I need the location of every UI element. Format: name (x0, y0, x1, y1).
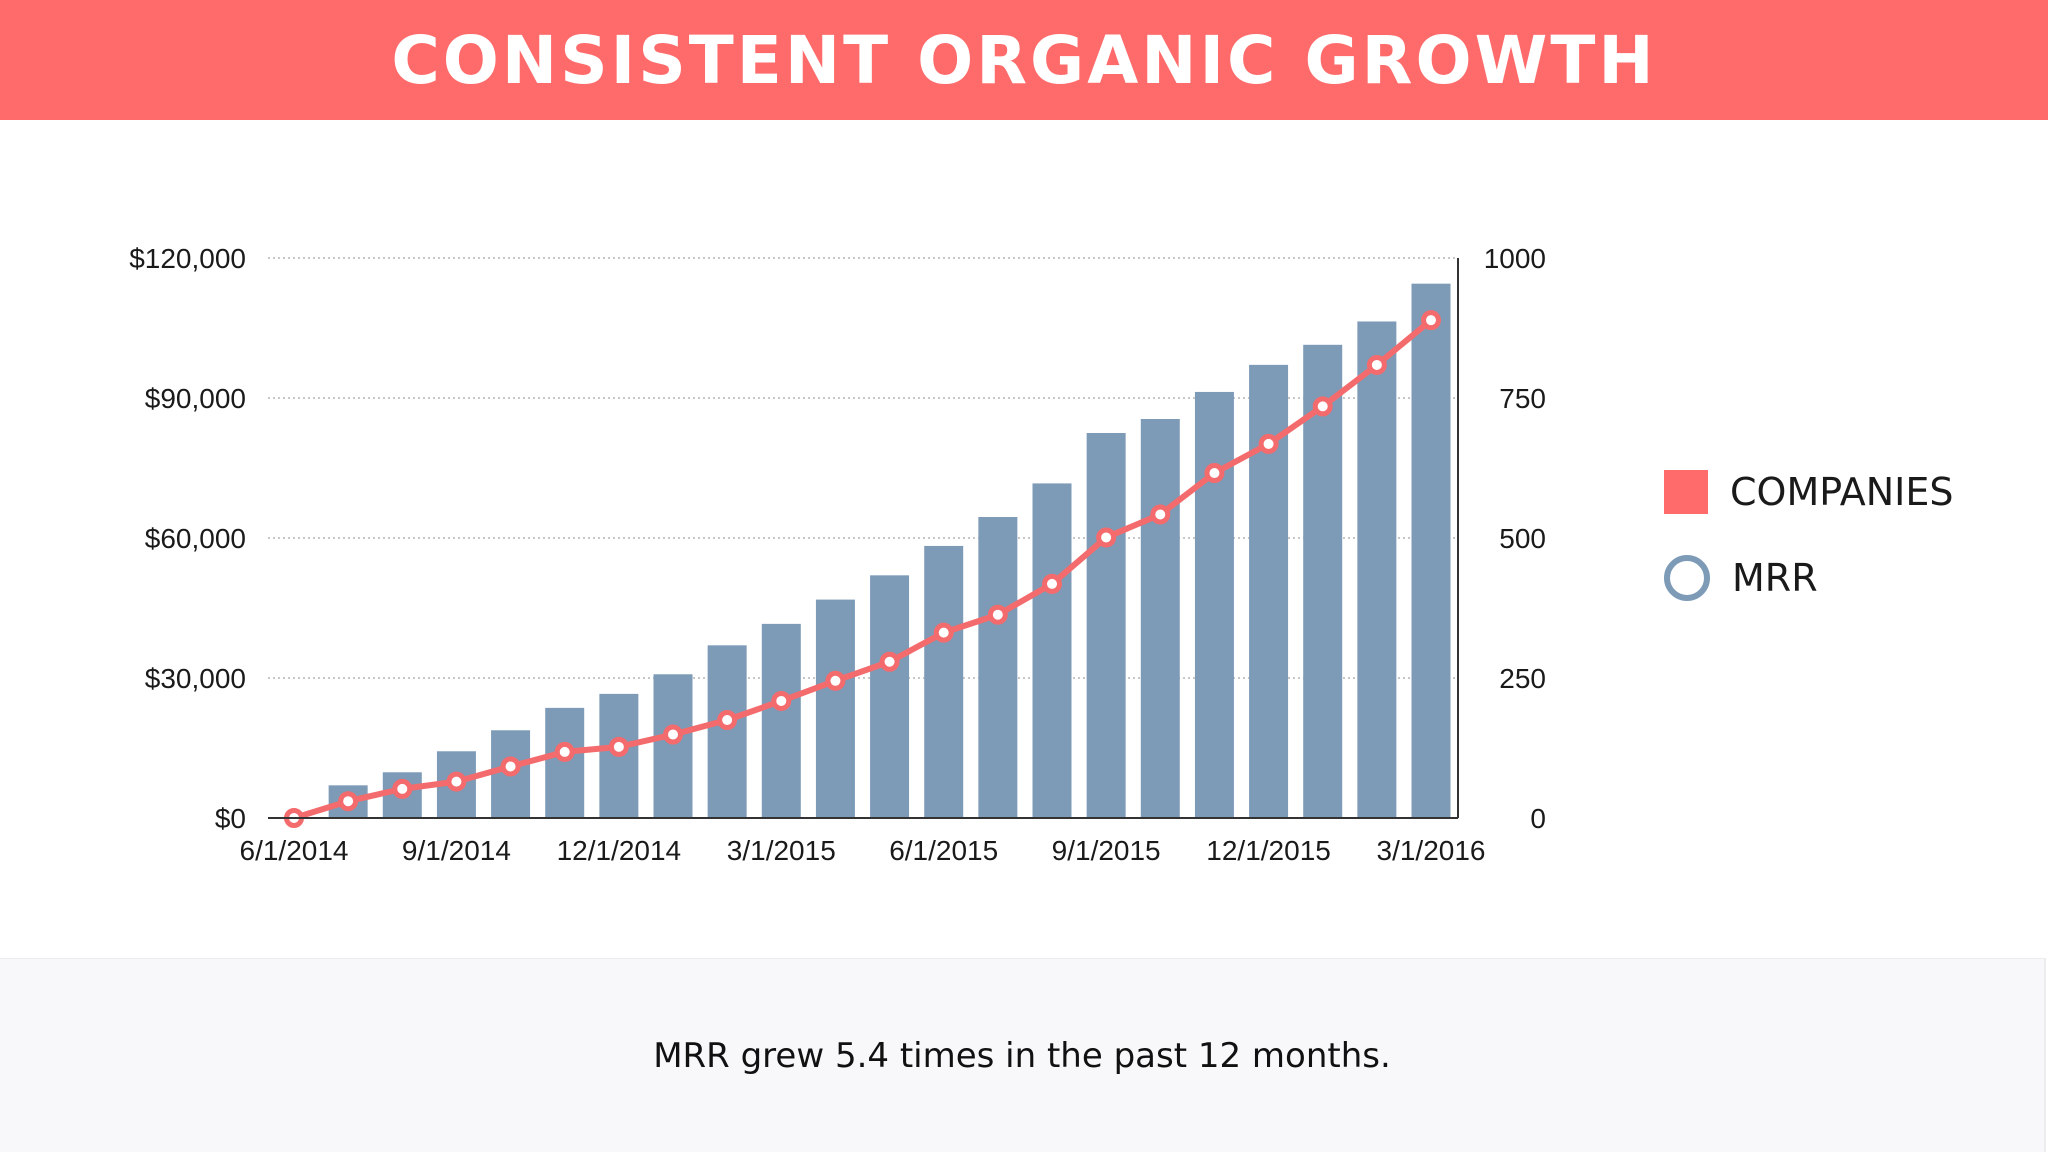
right-axis-tick-label: 250 (1499, 663, 1546, 694)
companies-bar (870, 575, 910, 818)
x-axis-tick-label: 12/1/2015 (1206, 835, 1331, 866)
left-axis-tick-label: $30,000 (145, 663, 246, 694)
mrr-point (1042, 573, 1062, 594)
mrr-ring-icon (1664, 555, 1710, 601)
axes (268, 258, 1459, 819)
companies-bars (328, 283, 1451, 819)
x-axis-tick-label: 3/1/2016 (1377, 835, 1486, 866)
companies-bar (1303, 344, 1343, 818)
mrr-point (338, 791, 359, 812)
left-axis-tick-label: $60,000 (145, 523, 246, 554)
mrr-point (1312, 396, 1333, 417)
mrr-point (1150, 504, 1171, 525)
title-banner: CONSISTENT ORGANIC GROWTH (0, 0, 2048, 120)
mrr-point (1096, 527, 1117, 548)
mrr-line-path (291, 317, 1434, 821)
mrr-point (1258, 433, 1279, 454)
companies-bar (1032, 483, 1072, 818)
mrr-point (663, 724, 683, 745)
x-axis-tick-label: 9/1/2014 (402, 835, 511, 866)
legend-label-mrr: MRR (1732, 556, 1818, 600)
mrr-point (987, 604, 1008, 625)
footer-panel: MRR grew 5.4 times in the past 12 months… (0, 958, 2046, 1152)
mrr-point (879, 651, 900, 672)
mrr-point (933, 622, 954, 643)
right-axis-tick-label: 0 (1530, 803, 1546, 834)
x-axis-tick-label: 3/1/2015 (727, 835, 836, 866)
companies-bar (1140, 419, 1180, 818)
companies-bar (545, 707, 585, 818)
x-axis-tick-label: 6/1/2014 (240, 835, 349, 866)
left-axis-tick-label: $0 (215, 803, 246, 834)
footer-caption: MRR grew 5.4 times in the past 12 months… (653, 1036, 1391, 1076)
right-axis-tick-label: 500 (1499, 523, 1546, 554)
mrr-point (392, 778, 413, 799)
mrr-point (825, 670, 846, 691)
legend-label-companies: COMPANIES (1730, 470, 1954, 514)
legend-item-mrr: MRR (1664, 554, 2024, 602)
x-axis-tick-label: 6/1/2015 (889, 835, 998, 866)
mrr-point (1204, 463, 1225, 484)
left-axis-tick-label: $120,000 (129, 243, 246, 274)
companies-bar (815, 599, 855, 818)
left-axis-tick-label: $90,000 (145, 383, 246, 414)
mrr-point (608, 736, 629, 757)
x-axis-tick-label: 9/1/2015 (1052, 835, 1161, 866)
companies-bar (924, 545, 964, 818)
companies-swatch-icon (1664, 470, 1708, 514)
companies-bar (653, 674, 693, 818)
slide-title: CONSISTENT ORGANIC GROWTH (391, 21, 1657, 99)
companies-bar (1194, 391, 1234, 818)
mrr-point (446, 771, 467, 792)
companies-bar (978, 517, 1018, 818)
companies-bar (707, 645, 747, 818)
tick-labels: $0 $30,000 $60,000 $90,000 $120,000 0 250 500 75… (129, 243, 1546, 866)
mrr-point (717, 710, 738, 730)
mrr-point (1366, 354, 1387, 375)
legend-item-companies: COMPANIES (1664, 468, 2024, 516)
x-axis-tick-label: 12/1/2014 (557, 835, 682, 866)
mrr-point (771, 690, 792, 711)
companies-bar (1357, 321, 1397, 818)
mrr-point (1421, 310, 1441, 331)
mrr-point (554, 741, 575, 762)
legend: COMPANIES MRR (1664, 468, 2024, 640)
right-axis-tick-label: 750 (1499, 383, 1546, 414)
mrr-point (500, 756, 521, 777)
companies-bar (1411, 283, 1451, 819)
companies-bar (761, 623, 801, 818)
companies-bar (1086, 433, 1126, 818)
right-axis-tick-label: 1000 (1484, 243, 1546, 274)
